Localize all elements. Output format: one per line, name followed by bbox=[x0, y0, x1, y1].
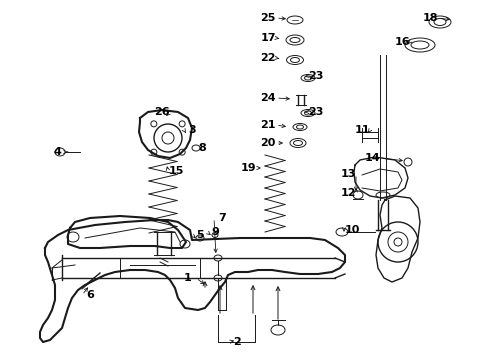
Text: 22: 22 bbox=[260, 53, 276, 63]
Text: 4: 4 bbox=[53, 147, 61, 157]
Text: 9: 9 bbox=[211, 227, 219, 237]
Text: 19: 19 bbox=[240, 163, 256, 173]
Text: 16: 16 bbox=[394, 37, 410, 47]
Text: 12: 12 bbox=[340, 188, 356, 198]
Text: 23: 23 bbox=[308, 107, 324, 117]
Text: 14: 14 bbox=[364, 153, 380, 163]
Text: 2: 2 bbox=[233, 337, 241, 347]
Text: 6: 6 bbox=[86, 290, 94, 300]
Text: 11: 11 bbox=[354, 125, 370, 135]
Text: 10: 10 bbox=[344, 225, 360, 235]
Text: 17: 17 bbox=[260, 33, 276, 43]
Text: 25: 25 bbox=[260, 13, 276, 23]
Text: 15: 15 bbox=[168, 166, 184, 176]
Text: 18: 18 bbox=[422, 13, 438, 23]
Text: 1: 1 bbox=[184, 273, 192, 283]
Text: 8: 8 bbox=[198, 143, 206, 153]
Text: 3: 3 bbox=[188, 125, 196, 135]
Text: 24: 24 bbox=[260, 93, 276, 103]
Text: 5: 5 bbox=[196, 230, 204, 240]
Text: 7: 7 bbox=[218, 213, 226, 223]
Text: 20: 20 bbox=[260, 138, 276, 148]
Text: 26: 26 bbox=[154, 107, 170, 117]
Text: 13: 13 bbox=[341, 169, 356, 179]
Text: 23: 23 bbox=[308, 71, 324, 81]
Text: 21: 21 bbox=[260, 120, 276, 130]
